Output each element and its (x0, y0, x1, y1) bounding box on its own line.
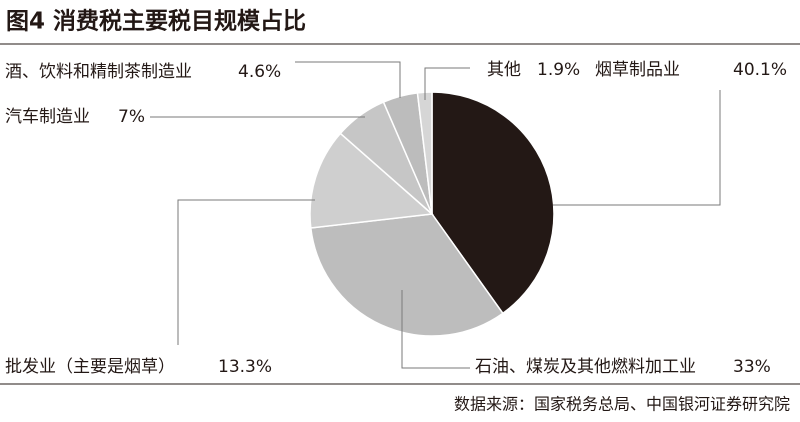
leader-line (401, 290, 470, 369)
source: 数据来源：国家税务总局、中国银河证券研究院 (454, 395, 790, 414)
category-label: 批发业（主要是烟草） (5, 357, 175, 377)
pie-slice (309, 132, 434, 229)
value-label: 7% (118, 107, 145, 127)
category-label: 酒、饮料和精制茶制造业 (5, 62, 192, 82)
category-label: 其他 (487, 60, 521, 80)
leader-line (177, 199, 315, 345)
category-label: 汽车制造业 (5, 107, 90, 127)
category-label: 石油、煤炭及其他燃料加工业 (475, 357, 696, 377)
leader-line (424, 67, 470, 100)
category-label: 烟草制品业 (595, 60, 680, 80)
chart-title: 图4 消费税主要税目规模占比 (6, 8, 306, 35)
value-label: 1.9% (537, 60, 580, 80)
leader-line (553, 90, 721, 206)
value-label: 40.1% (733, 60, 787, 80)
value-label: 33% (733, 357, 771, 377)
leader-line (295, 61, 401, 98)
pie-slice (431, 91, 555, 315)
pie-slice (309, 213, 504, 337)
value-label: 13.3% (218, 357, 272, 377)
value-label: 4.6% (238, 62, 281, 82)
